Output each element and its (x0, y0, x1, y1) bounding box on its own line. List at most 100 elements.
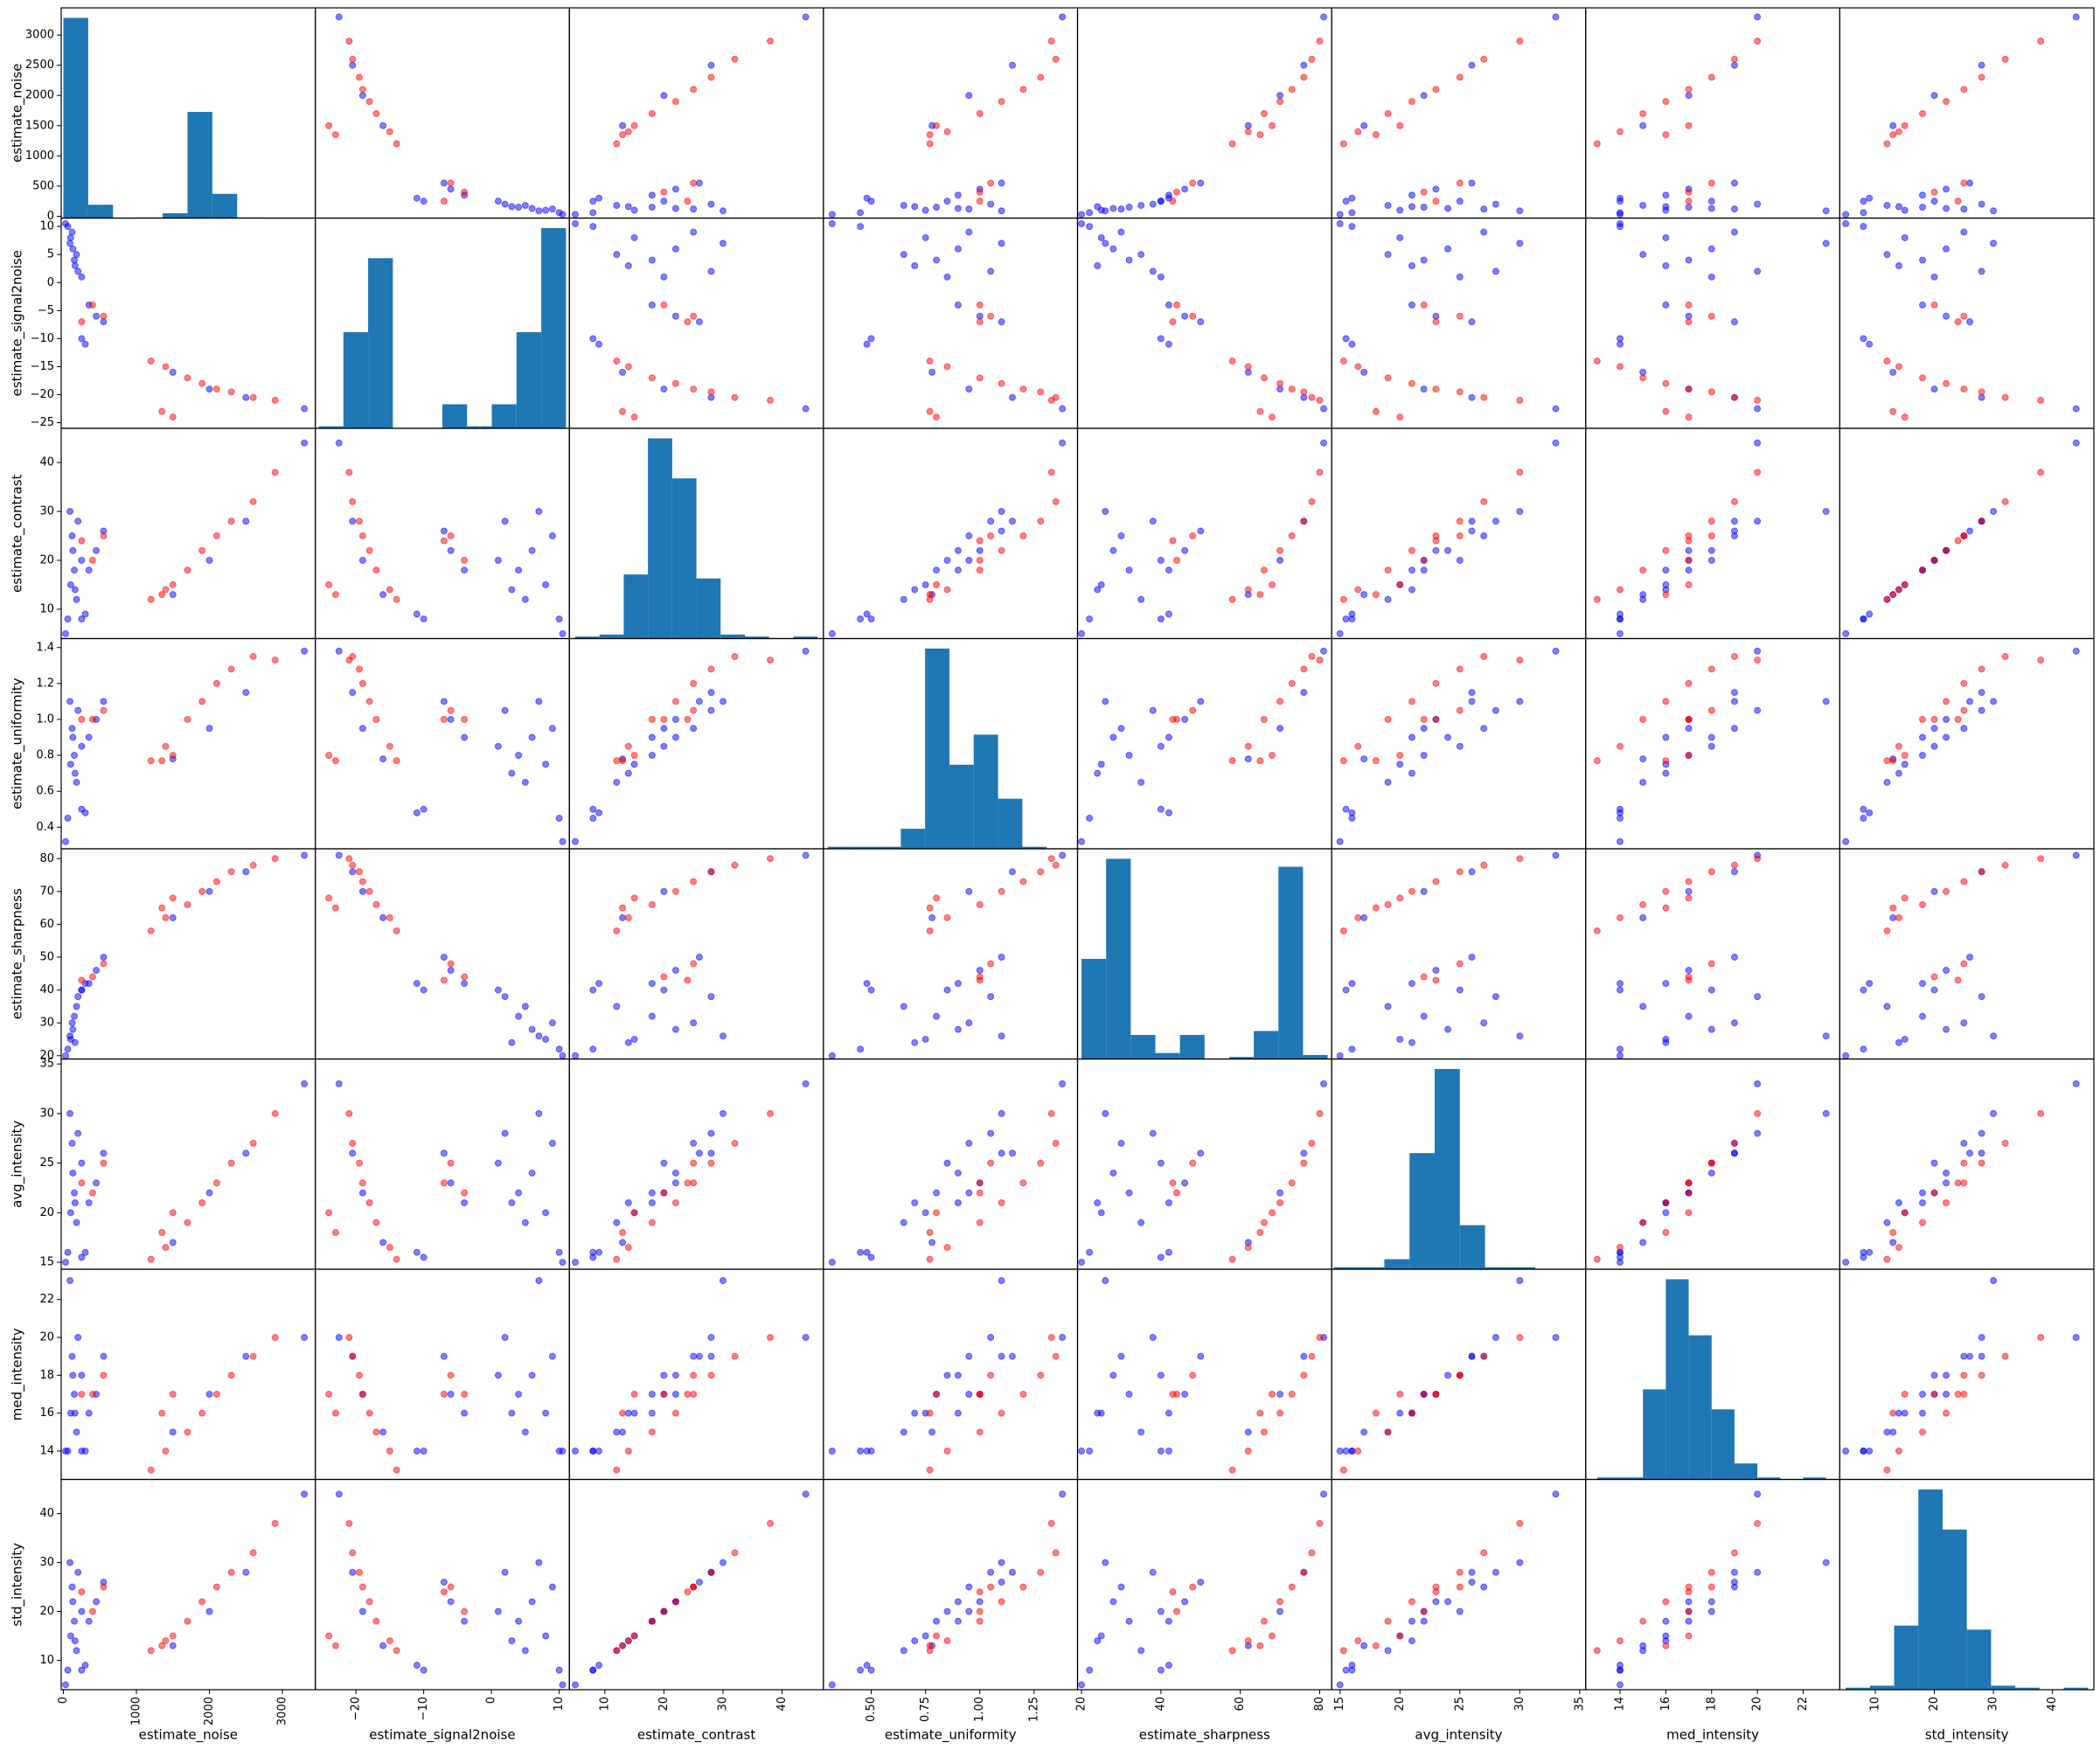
point (928, 1239, 936, 1247)
point (1336, 219, 1344, 227)
point (707, 689, 715, 697)
point (69, 245, 77, 253)
point (1094, 1198, 1102, 1206)
point (572, 1681, 580, 1689)
point (1685, 557, 1693, 565)
scatter-panel (828, 1080, 1067, 1267)
point (1456, 665, 1464, 673)
point (1930, 1372, 1938, 1379)
scatter-panel (1842, 219, 2080, 421)
x-tick-label: 20 (1928, 1697, 1941, 1712)
point (648, 109, 656, 117)
hist-bar (1228, 1057, 1255, 1059)
point (1360, 1428, 1368, 1436)
point (1468, 698, 1476, 705)
hist-bar (1757, 1477, 1781, 1480)
scatter-panel (1593, 647, 1830, 845)
point (331, 1409, 339, 1417)
point (1617, 809, 1624, 816)
hist-bar (1278, 866, 1304, 1059)
point (1860, 805, 1867, 813)
hist-bar (516, 332, 542, 428)
point (911, 203, 919, 211)
point (863, 1448, 871, 1455)
point (1754, 200, 1762, 208)
point (630, 1391, 638, 1398)
point (589, 198, 597, 205)
point (671, 245, 679, 253)
point (68, 1019, 76, 1027)
point (227, 388, 235, 396)
point (169, 1239, 177, 1247)
point (1037, 388, 1045, 396)
point (1707, 868, 1715, 876)
point (1197, 1352, 1205, 1360)
point (671, 1025, 679, 1033)
point (1943, 887, 1950, 895)
point (420, 986, 428, 994)
point (1866, 1448, 1874, 1455)
point (1685, 752, 1693, 760)
point (1730, 725, 1738, 733)
point (1639, 1617, 1647, 1625)
point (521, 1428, 529, 1436)
point (1408, 586, 1415, 594)
point (1930, 92, 1938, 100)
point (1420, 887, 1428, 895)
y-axis-label: med_intensity (10, 1328, 26, 1420)
point (1662, 904, 1670, 912)
point (1918, 980, 1926, 988)
point (1918, 1012, 1926, 1020)
point (1707, 557, 1715, 565)
point (707, 1159, 715, 1167)
point (1516, 207, 1524, 215)
point (1516, 1559, 1524, 1566)
point (249, 393, 257, 401)
point (494, 1159, 502, 1167)
point (943, 273, 951, 281)
point (66, 508, 74, 516)
point (1420, 256, 1428, 264)
point (707, 665, 715, 673)
point (1342, 335, 1350, 343)
point (1860, 1448, 1867, 1455)
point (767, 1109, 775, 1117)
point (1052, 1352, 1060, 1360)
point (461, 557, 469, 565)
point (1662, 887, 1670, 895)
point (271, 1519, 279, 1527)
point (1895, 1448, 1902, 1455)
point (1165, 1662, 1172, 1670)
panel-frame (60, 217, 316, 429)
point (624, 1198, 632, 1206)
point (1102, 1109, 1109, 1117)
point (1288, 1179, 1296, 1187)
y-tick-label: −15 (31, 360, 54, 373)
point (548, 1352, 556, 1360)
point (1420, 566, 1428, 574)
point (1889, 122, 1897, 129)
point (998, 1578, 1005, 1586)
point (1901, 1035, 1909, 1043)
point (1149, 267, 1157, 275)
y-tick-label: 1500 (25, 119, 54, 132)
point (671, 716, 679, 723)
point (595, 809, 603, 816)
point (1895, 742, 1902, 750)
point (619, 1229, 627, 1237)
point (1117, 228, 1125, 236)
point (1930, 385, 1938, 393)
point (1978, 1352, 1985, 1360)
point (802, 13, 810, 21)
point (1593, 140, 1601, 148)
point (1094, 769, 1102, 777)
y-tick-label: 0.6 (36, 785, 54, 798)
point (1707, 1159, 1715, 1167)
point (1432, 976, 1440, 984)
point (1288, 679, 1296, 687)
point (1169, 318, 1177, 326)
point (147, 927, 155, 934)
hist-bar (1485, 1267, 1511, 1269)
point (1978, 517, 1985, 525)
point (413, 1248, 421, 1256)
